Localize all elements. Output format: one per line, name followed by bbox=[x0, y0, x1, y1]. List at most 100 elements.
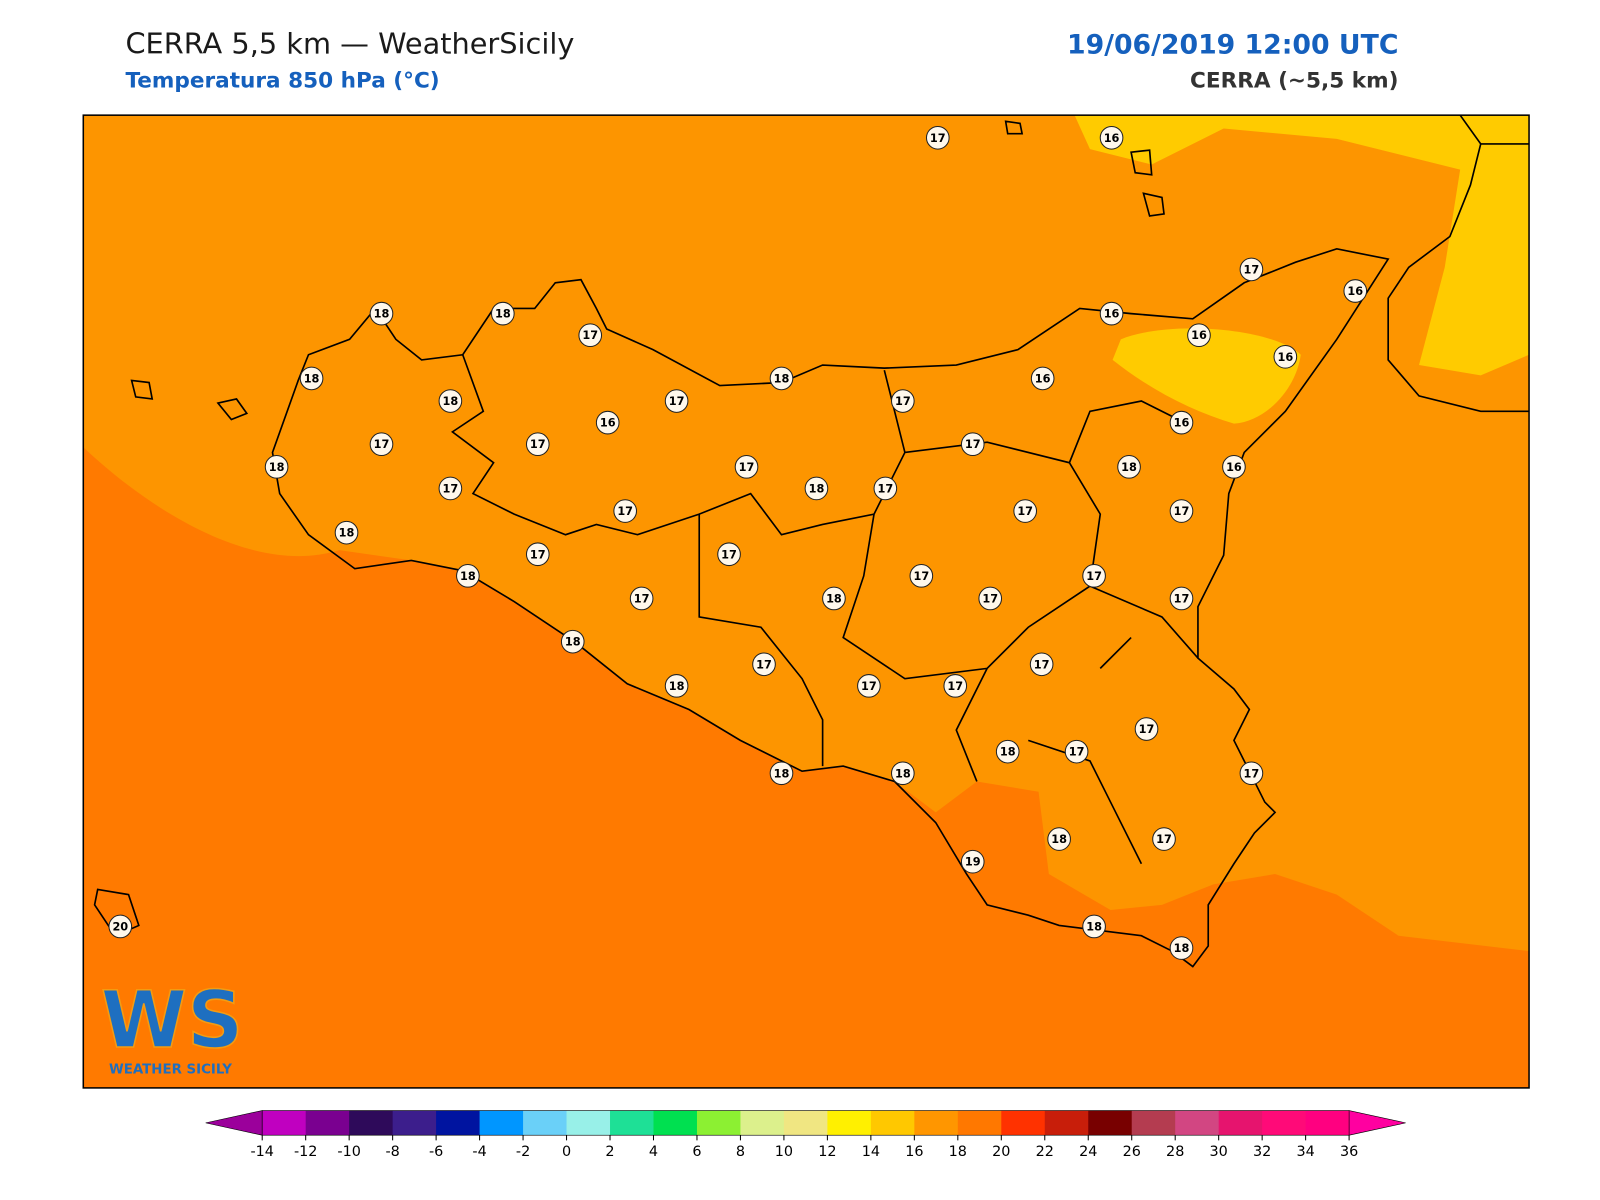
station: 19 bbox=[960, 849, 985, 874]
colorbar-frame bbox=[261, 1110, 1350, 1136]
colorbar-swatch bbox=[305, 1110, 350, 1136]
colorbar-tick-label: -2 bbox=[516, 1144, 530, 1160]
station-marker bbox=[804, 476, 829, 501]
colorbar-tick-label: 34 bbox=[1296, 1144, 1314, 1160]
colorbar-tick-label: -14 bbox=[250, 1144, 273, 1160]
station-marker bbox=[822, 586, 846, 611]
station-value: 18 bbox=[304, 372, 320, 385]
station-marker bbox=[438, 389, 463, 413]
station-value: 17 bbox=[1069, 746, 1085, 759]
station: 17 bbox=[1152, 827, 1176, 851]
colorbar-swatch bbox=[1088, 1110, 1133, 1136]
colorbar-tick-label: -6 bbox=[429, 1144, 443, 1160]
station-marker bbox=[578, 323, 603, 348]
station: 16 bbox=[1099, 301, 1124, 326]
station-marker bbox=[769, 366, 794, 391]
station-marker bbox=[1029, 652, 1054, 677]
station-value: 17 bbox=[1017, 505, 1033, 518]
station-marker bbox=[369, 432, 394, 457]
station-value: 18 bbox=[495, 308, 511, 321]
station: 17 bbox=[943, 674, 968, 698]
station: 18 bbox=[1169, 936, 1194, 960]
station-value: 17 bbox=[1244, 263, 1260, 276]
station-value: 18 bbox=[774, 372, 790, 385]
station-marker bbox=[1099, 301, 1124, 326]
colorbar-tick-label: 0 bbox=[562, 1144, 571, 1160]
station-marker bbox=[891, 389, 915, 413]
station-value: 17 bbox=[739, 461, 755, 474]
station-value: 18 bbox=[774, 767, 790, 780]
colorbar-swatch bbox=[696, 1110, 741, 1136]
station-value: 18 bbox=[1121, 461, 1137, 474]
station: 17 bbox=[438, 476, 463, 501]
station: 17 bbox=[960, 432, 985, 457]
station: 17 bbox=[909, 564, 934, 588]
station: 17 bbox=[369, 432, 394, 457]
station-value: 17 bbox=[1034, 658, 1050, 671]
station: 17 bbox=[1169, 586, 1194, 611]
station-marker bbox=[1047, 827, 1071, 851]
colorbar-tick-label: 32 bbox=[1253, 1144, 1271, 1160]
station-marker bbox=[108, 914, 133, 939]
colorbar-swatch bbox=[783, 1110, 828, 1136]
station-marker bbox=[873, 476, 898, 501]
station-marker bbox=[664, 674, 689, 698]
station-value: 17 bbox=[443, 482, 459, 495]
colorbar-swatch bbox=[1305, 1110, 1350, 1136]
station-value: 17 bbox=[1244, 767, 1260, 780]
station-value: 17 bbox=[877, 482, 893, 495]
station-value: 16 bbox=[1174, 417, 1190, 430]
station-value: 17 bbox=[756, 658, 772, 671]
colorbar-tick-label: 14 bbox=[862, 1144, 880, 1160]
colorbar-tick-label: 20 bbox=[992, 1144, 1010, 1160]
station-value: 17 bbox=[530, 438, 546, 451]
station: 17 bbox=[1239, 257, 1264, 282]
station: 17 bbox=[1134, 717, 1159, 741]
station-marker bbox=[560, 629, 585, 654]
station: 18 bbox=[769, 366, 794, 391]
station-value: 17 bbox=[1174, 505, 1190, 518]
station-marker bbox=[857, 674, 881, 698]
station-marker bbox=[438, 476, 463, 501]
map: 17 16 18 18 17 17 16 16 16 16 18 18 17 18 17 16 17 17 16 17… bbox=[83, 115, 1530, 1088]
station-value: 17 bbox=[965, 438, 981, 451]
colorbar-swatch bbox=[610, 1110, 655, 1136]
station-value: 17 bbox=[982, 592, 998, 605]
station: 18 bbox=[804, 476, 829, 501]
station-marker bbox=[1169, 586, 1194, 611]
model: CERRA (~5,5 km) bbox=[1190, 68, 1398, 93]
colorbar-swatch bbox=[523, 1110, 568, 1136]
station: 17 bbox=[664, 389, 689, 413]
station-value: 18 bbox=[460, 570, 476, 583]
station-value: 17 bbox=[895, 395, 911, 408]
station: 16 bbox=[1343, 279, 1368, 303]
colorbar-tick-label: 28 bbox=[1166, 1144, 1184, 1160]
map-frame bbox=[82, 114, 1530, 1089]
station: 18 bbox=[334, 520, 359, 545]
station: 20 bbox=[108, 914, 133, 939]
station-marker bbox=[1222, 455, 1246, 479]
station-value: 16 bbox=[1226, 461, 1242, 474]
colorbar-tick-label: 22 bbox=[1036, 1144, 1054, 1160]
station: 16 bbox=[595, 410, 620, 435]
station-marker bbox=[943, 674, 968, 698]
station-marker bbox=[613, 499, 638, 523]
station-value: 17 bbox=[374, 438, 390, 451]
station-value: 18 bbox=[1051, 833, 1067, 846]
station-value: 18 bbox=[895, 767, 911, 780]
colorbar-tick-label: 10 bbox=[775, 1144, 793, 1160]
date: 19/06/2019 12:00 UTC bbox=[1067, 29, 1398, 60]
colorbar-tick-label: -12 bbox=[294, 1144, 317, 1160]
station-marker bbox=[1187, 323, 1211, 348]
colorbar-swatch bbox=[870, 1110, 915, 1136]
station: 18 bbox=[995, 739, 1020, 764]
colorbar: -14 -12 -10 -8 -6 -4 -2 0 2 4 6 8 10 12 14 16 18 20 22 24 26… bbox=[205, 1110, 1406, 1160]
station-value: 16 bbox=[1277, 351, 1293, 364]
colorbar-swatch bbox=[1218, 1110, 1263, 1136]
station-value: 17 bbox=[930, 132, 946, 145]
station-marker bbox=[1343, 279, 1368, 303]
station-value: 17 bbox=[721, 548, 737, 561]
station-value: 17 bbox=[582, 329, 598, 342]
colorbar-tick-label: 18 bbox=[949, 1144, 967, 1160]
